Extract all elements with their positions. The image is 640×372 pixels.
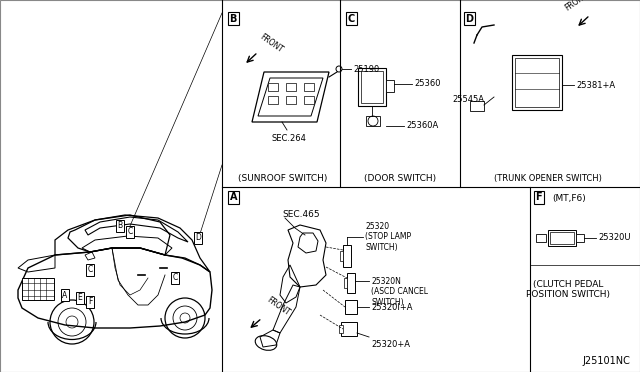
Text: E: E (77, 294, 83, 302)
Text: B: B (117, 221, 123, 231)
Bar (304, 83, 314, 91)
Bar (286, 96, 296, 104)
Bar (268, 83, 278, 91)
Text: 25381+A: 25381+A (576, 80, 615, 90)
Text: D: D (195, 234, 201, 243)
Text: FRONT: FRONT (265, 296, 291, 318)
Bar (512, 55, 562, 110)
Bar (345, 300, 357, 314)
Bar (366, 116, 380, 126)
Text: 25320
(STOP LAMP
SWITCH): 25320 (STOP LAMP SWITCH) (365, 222, 411, 252)
Text: 25320N
(ASCD CANCEL
SWITCH): 25320N (ASCD CANCEL SWITCH) (371, 277, 428, 307)
Text: B: B (230, 13, 237, 23)
Text: 25320I+A: 25320I+A (371, 302, 413, 311)
Text: 25360A: 25360A (406, 122, 438, 131)
Text: 25320+A: 25320+A (371, 340, 410, 349)
Text: C: C (348, 13, 355, 23)
Bar (22, 278, 54, 300)
Bar (470, 101, 484, 111)
Text: C: C (127, 228, 132, 237)
Text: 25320U: 25320U (598, 234, 630, 243)
Bar (576, 234, 584, 242)
Text: (SUNROOF SWITCH): (SUNROOF SWITCH) (238, 174, 328, 183)
Text: J25101NC: J25101NC (582, 356, 630, 366)
Text: SEC.264: SEC.264 (272, 134, 307, 143)
Text: 25190: 25190 (353, 64, 380, 74)
Text: A: A (230, 192, 237, 202)
Bar (339, 325, 343, 333)
Bar (286, 83, 296, 91)
Bar (358, 68, 386, 106)
Bar (268, 96, 278, 104)
Text: C: C (88, 266, 93, 275)
Text: (CLUTCH PEDAL
POSITION SWITCH): (CLUTCH PEDAL POSITION SWITCH) (526, 280, 610, 299)
Text: F: F (88, 298, 92, 307)
Text: (MT,F6): (MT,F6) (552, 194, 586, 203)
Text: (TRUNK OPENER SWITCH): (TRUNK OPENER SWITCH) (494, 174, 602, 183)
Bar (341, 322, 357, 336)
Bar (548, 230, 576, 246)
Text: D: D (465, 13, 474, 23)
Text: FRONT: FRONT (258, 33, 284, 55)
Bar (340, 251, 343, 261)
Bar (343, 245, 351, 267)
Text: C: C (172, 273, 178, 282)
Bar (536, 234, 546, 242)
Text: A: A (62, 291, 68, 299)
Text: F: F (536, 192, 542, 202)
Text: 25360: 25360 (414, 80, 440, 89)
Text: 25545A: 25545A (452, 96, 484, 105)
Bar (550, 232, 574, 244)
Bar (361, 71, 383, 103)
Bar (347, 273, 355, 293)
Bar (344, 278, 347, 288)
Bar (386, 80, 394, 92)
Text: FRONT: FRONT (564, 0, 590, 13)
Text: SEC.465: SEC.465 (282, 210, 319, 219)
Text: (DOOR SWITCH): (DOOR SWITCH) (364, 174, 436, 183)
Bar (515, 58, 559, 107)
Bar (304, 96, 314, 104)
